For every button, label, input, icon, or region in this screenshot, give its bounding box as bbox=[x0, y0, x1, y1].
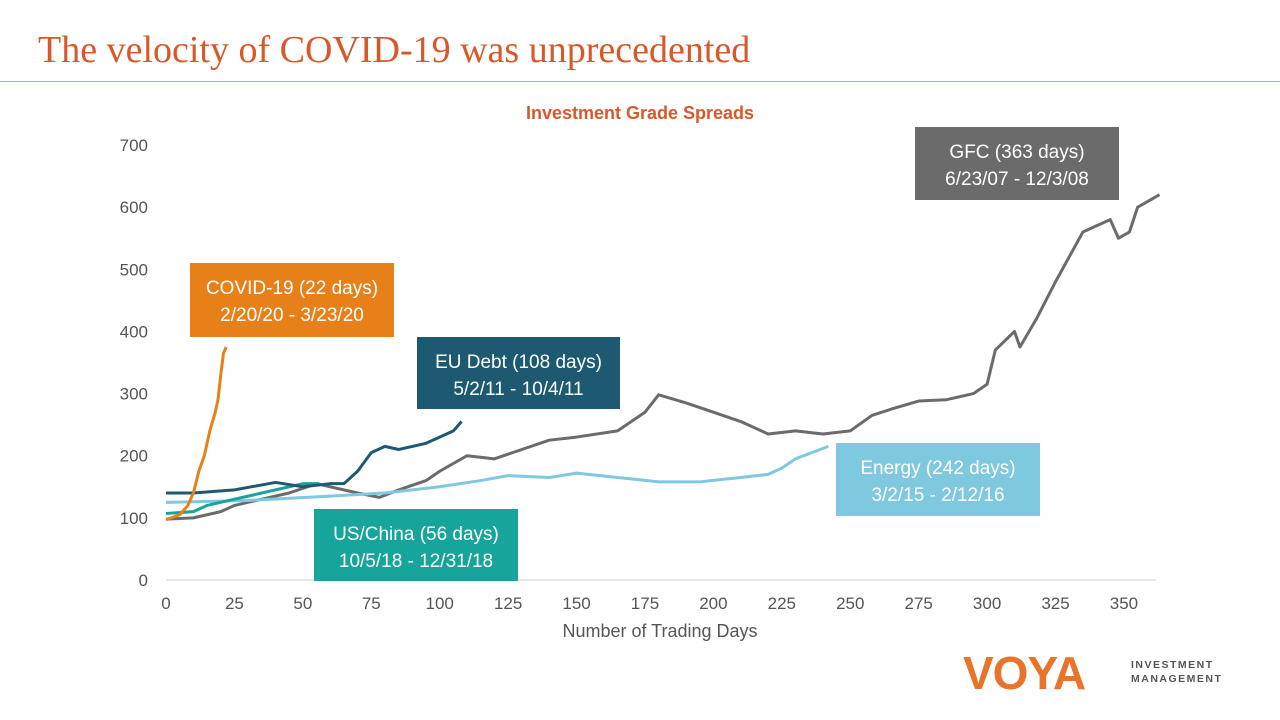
series-name: Energy (242 days) bbox=[860, 458, 1016, 479]
y-tick-label: 600 bbox=[120, 198, 148, 217]
series-name: COVID-19 (22 days) bbox=[205, 278, 379, 299]
x-tick-label: 350 bbox=[1110, 594, 1138, 613]
y-tick-label: 200 bbox=[120, 447, 148, 466]
series-name: US/China (56 days) bbox=[333, 524, 499, 545]
series-dates: 10/5/18 - 12/31/18 bbox=[338, 551, 494, 572]
x-tick-label: 50 bbox=[293, 594, 312, 613]
logo-sub1: INVESTMENT bbox=[1131, 659, 1214, 671]
x-tick-label: 100 bbox=[426, 594, 454, 613]
x-tick-label: 75 bbox=[362, 594, 381, 613]
series-label-box: COVID-19 (22 days) 2/20/20 - 3/23/20 bbox=[190, 263, 394, 337]
chart-title: Investment Grade Spreads bbox=[526, 103, 754, 123]
x-tick-label: 300 bbox=[973, 594, 1001, 613]
x-axis-label: Number of Trading Days bbox=[562, 621, 757, 641]
series-label-box: EU Debt (108 days) 5/2/11 - 10/4/11 bbox=[417, 337, 620, 409]
series-name: GFC (363 days) bbox=[949, 142, 1085, 163]
x-tick-label: 150 bbox=[562, 594, 590, 613]
y-tick-label: 500 bbox=[120, 260, 148, 279]
series-line-energy bbox=[165, 444, 829, 504]
x-tick-label: 0 bbox=[161, 594, 170, 613]
series-name: EU Debt (108 days) bbox=[435, 352, 602, 373]
page-title: The velocity of COVID-19 was unprecedent… bbox=[38, 29, 751, 71]
series-dates: 3/2/15 - 2/12/16 bbox=[871, 485, 1005, 506]
title-divider bbox=[0, 81, 1280, 82]
x-tick-label: 125 bbox=[494, 594, 522, 613]
series-dates: 6/23/07 - 12/3/08 bbox=[945, 169, 1089, 190]
series-label-box: Energy (242 days) 3/2/15 - 2/12/16 bbox=[836, 443, 1040, 516]
voya-logo: VOYA bbox=[963, 647, 1086, 699]
y-tick-label: 100 bbox=[120, 509, 148, 528]
x-tick-label: 250 bbox=[836, 594, 864, 613]
series-line-eu bbox=[166, 420, 463, 495]
series-line-covid19 bbox=[165, 346, 228, 522]
x-tick-label: 275 bbox=[904, 594, 932, 613]
y-tick-label: 400 bbox=[120, 322, 148, 341]
x-tick-label: 225 bbox=[768, 594, 796, 613]
x-tick-label: 25 bbox=[225, 594, 244, 613]
x-tick-label: 325 bbox=[1041, 594, 1069, 613]
series-label-box: GFC (363 days) 6/23/07 - 12/3/08 bbox=[915, 127, 1119, 200]
logo-subtitle: INVESTMENT MANAGEMENT bbox=[1131, 658, 1222, 686]
series-dates: 5/2/11 - 10/4/11 bbox=[453, 379, 584, 400]
x-tick-label: 175 bbox=[631, 594, 659, 613]
logo-sub2: MANAGEMENT bbox=[1131, 673, 1223, 685]
x-tick-label: 200 bbox=[699, 594, 727, 613]
series-dates: 2/20/20 - 3/23/20 bbox=[220, 305, 364, 326]
series-label-box: US/China (56 days) 10/5/18 - 12/31/18 bbox=[314, 509, 518, 581]
y-tick-label: 300 bbox=[120, 385, 148, 404]
y-tick-label: 700 bbox=[120, 136, 148, 155]
y-tick-label: 0 bbox=[139, 571, 148, 590]
